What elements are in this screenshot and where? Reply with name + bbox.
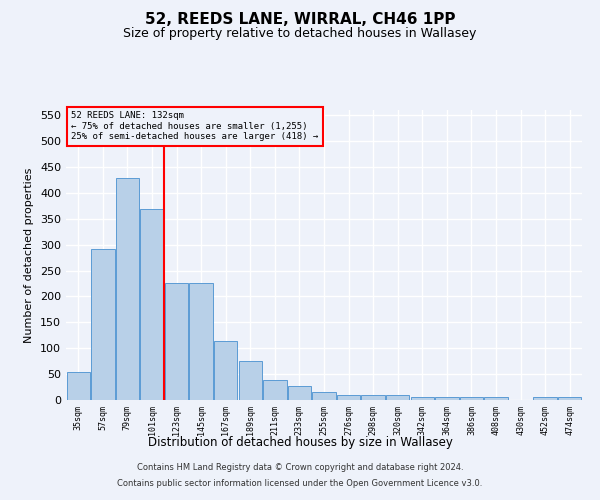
- Bar: [435, 398, 458, 400]
- Bar: [460, 398, 483, 400]
- Bar: [91, 249, 115, 400]
- Bar: [484, 398, 508, 400]
- Bar: [165, 284, 188, 400]
- Bar: [533, 398, 557, 400]
- Bar: [558, 398, 581, 400]
- Text: Contains public sector information licensed under the Open Government Licence v3: Contains public sector information licen…: [118, 478, 482, 488]
- Bar: [313, 392, 335, 400]
- Y-axis label: Number of detached properties: Number of detached properties: [25, 168, 34, 342]
- Bar: [337, 395, 360, 400]
- Bar: [361, 395, 385, 400]
- Bar: [288, 386, 311, 400]
- Bar: [386, 395, 409, 400]
- Bar: [263, 380, 287, 400]
- Text: 52, REEDS LANE, WIRRAL, CH46 1PP: 52, REEDS LANE, WIRRAL, CH46 1PP: [145, 12, 455, 28]
- Bar: [116, 178, 139, 400]
- Bar: [214, 342, 238, 400]
- Bar: [239, 361, 262, 400]
- Bar: [190, 284, 213, 400]
- Text: Size of property relative to detached houses in Wallasey: Size of property relative to detached ho…: [124, 28, 476, 40]
- Text: 52 REEDS LANE: 132sqm
← 75% of detached houses are smaller (1,255)
25% of semi-d: 52 REEDS LANE: 132sqm ← 75% of detached …: [71, 112, 319, 141]
- Bar: [410, 398, 434, 400]
- Bar: [67, 372, 90, 400]
- Bar: [140, 210, 164, 400]
- Text: Contains HM Land Registry data © Crown copyright and database right 2024.: Contains HM Land Registry data © Crown c…: [137, 464, 463, 472]
- Text: Distribution of detached houses by size in Wallasey: Distribution of detached houses by size …: [148, 436, 452, 449]
